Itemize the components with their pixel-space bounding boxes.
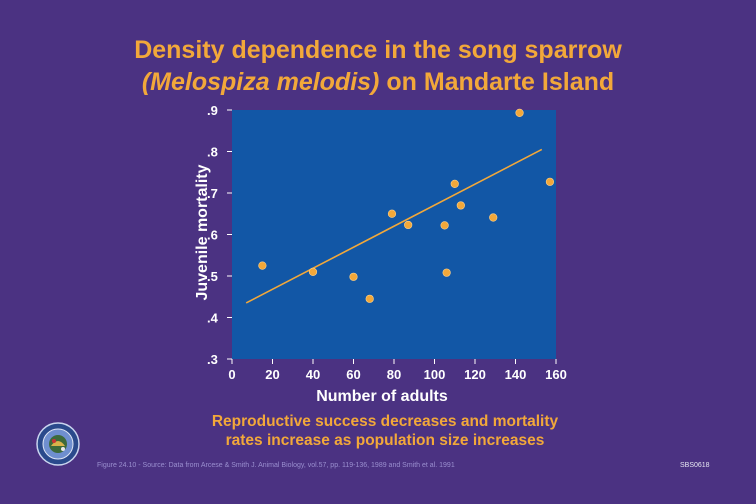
data-point (365, 294, 374, 303)
caption-line-1: Reproductive success decreases and morta… (211, 413, 559, 430)
title-location: on Mandarte Island (379, 68, 615, 96)
data-point (515, 108, 524, 118)
data-point (456, 201, 465, 210)
y-axis-title: Juvenile mortality (194, 164, 211, 300)
x-tick-label: 40 (306, 367, 320, 382)
y-tick-label: .8 (207, 145, 218, 160)
x-tick-label: 80 (387, 367, 401, 382)
x-tick-label: 20 (265, 367, 279, 382)
data-point (545, 177, 555, 186)
title-line-1: Density dependence in the song sparrow (134, 36, 622, 64)
data-point (450, 179, 459, 188)
x-tick-label: 60 (346, 367, 360, 382)
data-point (387, 209, 397, 218)
data-point (308, 267, 318, 276)
data-point (349, 272, 358, 281)
trend-line (245, 148, 543, 304)
x-tick-label: 0 (228, 367, 235, 382)
y-tick-label: .3 (207, 352, 218, 367)
y-tick-label: .7 (207, 186, 218, 201)
caption: Reproductive success decreases and morta… (150, 412, 620, 450)
y-tick-label: .9 (207, 103, 218, 118)
slide-id: SBS0618 (680, 462, 710, 469)
title-line-2: (Melospiza melodis) on Mandarte Island (0, 66, 756, 98)
x-tick-label: 120 (464, 367, 486, 382)
x-tick-label: 100 (424, 367, 446, 382)
x-axis-title: Number of adults (316, 388, 448, 405)
figure-source-footnote: Figure 24.10 - Source: Data from Arcese … (97, 462, 455, 469)
data-point (258, 261, 267, 270)
data-point (489, 213, 498, 222)
slide-title: Density dependence in the song sparrow (… (0, 34, 756, 98)
seal-icon (36, 422, 80, 466)
x-tick-label: 160 (545, 367, 567, 382)
x-tick-label: 140 (505, 367, 527, 382)
data-point (442, 268, 451, 277)
caption-line-2: rates increase as population size increa… (225, 432, 545, 449)
y-tick-label: .4 (207, 311, 219, 326)
plot-area (232, 110, 556, 359)
y-tick-label: .5 (207, 269, 218, 284)
data-point (440, 221, 449, 230)
data-point (404, 220, 413, 230)
y-tick-label: .6 (207, 228, 218, 243)
species-name: (Melospiza melodis) (141, 68, 380, 96)
